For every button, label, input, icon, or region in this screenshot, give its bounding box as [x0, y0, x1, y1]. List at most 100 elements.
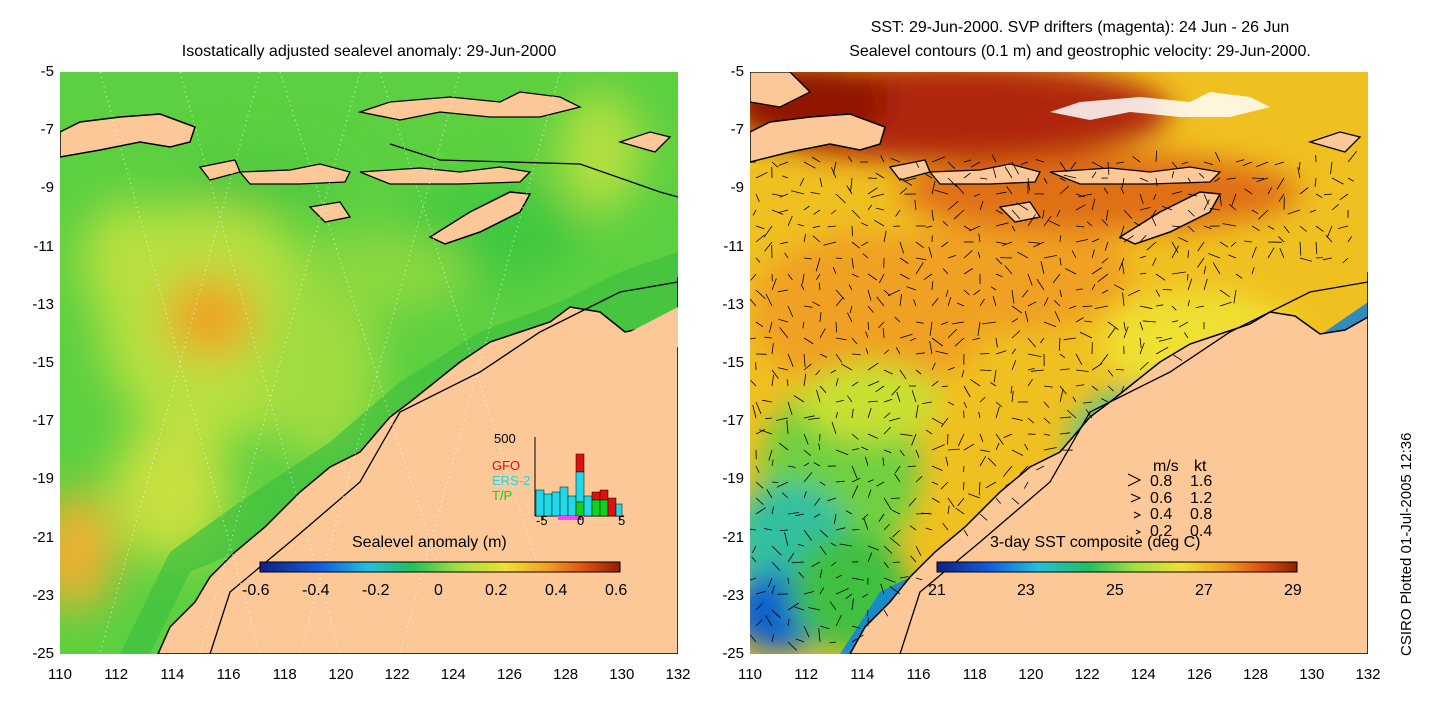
velocity-vector — [1027, 378, 1033, 387]
velocity-vector — [979, 433, 984, 442]
velocity-vector — [1235, 159, 1245, 163]
velocity-vector — [931, 297, 939, 307]
velocity-vector — [978, 481, 981, 496]
sst-colorbar-label: 3-day SST composite (deg C) — [990, 534, 1201, 551]
velocity-vector — [1231, 193, 1237, 207]
velocity-vector — [947, 296, 952, 307]
velocity-vector — [815, 273, 821, 281]
velocity-legend-ms: 0.8 — [1150, 473, 1173, 490]
velocity-vector — [851, 485, 859, 499]
velocity-vector — [992, 295, 997, 307]
sst-colorbar-tick: 25 — [1106, 582, 1124, 599]
right-x-tick-label: 118 — [962, 666, 987, 683]
velocity-vector — [779, 193, 789, 198]
velocity-vector — [765, 615, 773, 627]
velocity-vector — [1101, 398, 1109, 403]
histogram-ymax-label: 500 — [494, 431, 516, 446]
velocity-vector — [787, 641, 798, 651]
velocity-vector — [1267, 225, 1275, 230]
velocity-vector — [791, 561, 805, 564]
velocity-vector — [795, 638, 805, 643]
velocity-vector — [768, 449, 773, 461]
sst-map[interactable] — [750, 72, 1368, 654]
velocity-vector — [1075, 369, 1089, 372]
velocity-vector — [1212, 262, 1221, 275]
left-x-tick-label: 118 — [272, 666, 297, 683]
velocity-vector — [771, 481, 779, 483]
histogram-xtick-neg5: -5 — [536, 513, 548, 528]
velocity-vector — [1251, 177, 1265, 179]
velocity-vector — [940, 321, 949, 325]
velocity-vector — [995, 273, 1003, 278]
velocity-vector — [931, 281, 934, 291]
right-y-tick-label: -11 — [723, 237, 744, 255]
velocity-vector — [979, 455, 987, 467]
velocity-vector — [894, 465, 901, 474]
velocity-vector — [1063, 337, 1077, 341]
velocity-vector — [941, 385, 949, 388]
velocity-vectors — [750, 150, 1358, 651]
velocity-vector — [1043, 321, 1057, 328]
velocity-vector — [751, 556, 757, 563]
velocity-vector — [1047, 219, 1061, 227]
velocity-vector — [750, 634, 757, 643]
velocity-vector — [973, 289, 981, 296]
velocity-vector — [1171, 161, 1178, 169]
left-y-tick-label: -23 — [32, 586, 54, 604]
velocity-vector — [1187, 273, 1189, 281]
velocity-vector — [867, 380, 880, 387]
velocity-vector — [813, 513, 821, 518]
velocity-vector — [851, 577, 864, 581]
velocity-vector — [969, 225, 981, 232]
velocity-vector — [1059, 161, 1068, 173]
velocity-vector — [899, 576, 909, 579]
velocity-vector — [995, 337, 998, 348]
velocity-vector — [1178, 321, 1189, 328]
sst-colorbar-tick: 29 — [1284, 582, 1302, 599]
velocity-vector — [1043, 255, 1057, 259]
velocity-vector — [1027, 214, 1036, 227]
velocity-legend-ms: 0.4 — [1150, 506, 1173, 523]
velocity-vector — [1132, 156, 1141, 163]
velocity-vector — [995, 191, 1007, 195]
velocity-vector — [810, 192, 821, 195]
velocity-vector — [755, 171, 768, 179]
sla-colorbar — [259, 561, 621, 573]
velocity-vector — [1021, 289, 1029, 298]
sealevel-anomaly-map[interactable] — [60, 72, 678, 654]
velocity-vector — [878, 321, 885, 329]
velocity-vector — [1251, 267, 1255, 275]
velocity-vector — [875, 172, 885, 179]
left-x-tick-label: 126 — [496, 666, 522, 683]
velocity-vector — [771, 193, 783, 197]
velocity-vector — [867, 407, 872, 419]
velocity-vector — [751, 545, 757, 554]
velocity-vector — [1178, 236, 1189, 243]
velocity-vector — [883, 412, 891, 419]
velocity-vector — [815, 257, 821, 272]
velocity-vector — [768, 577, 773, 588]
velocity-vector — [787, 552, 795, 563]
velocity-vector — [867, 479, 874, 483]
velocity-vector — [1219, 241, 1229, 248]
velocity-vector — [1097, 273, 1109, 283]
velocity-vector — [1119, 225, 1125, 240]
left-y-tick-label: -21 — [32, 528, 54, 546]
velocity-vector — [1011, 161, 1020, 175]
velocity-vector — [1139, 305, 1153, 310]
velocity-vector — [883, 577, 896, 583]
velocity-vector — [831, 561, 837, 567]
velocity-vector — [803, 449, 811, 457]
velocity-vector — [1187, 209, 1195, 217]
velocity-vector — [883, 369, 893, 375]
velocity-vector — [851, 433, 859, 440]
velocity-vector — [835, 400, 844, 403]
velocity-vector — [923, 172, 933, 179]
velocity-vector — [867, 289, 872, 301]
velocity-legend-arrows — [1127, 473, 1142, 535]
velocity-vector — [1075, 384, 1085, 387]
velocity-vector — [766, 489, 773, 499]
velocity-vector — [942, 522, 949, 531]
velocity-vector — [1274, 161, 1285, 166]
velocity-vector — [771, 459, 774, 467]
